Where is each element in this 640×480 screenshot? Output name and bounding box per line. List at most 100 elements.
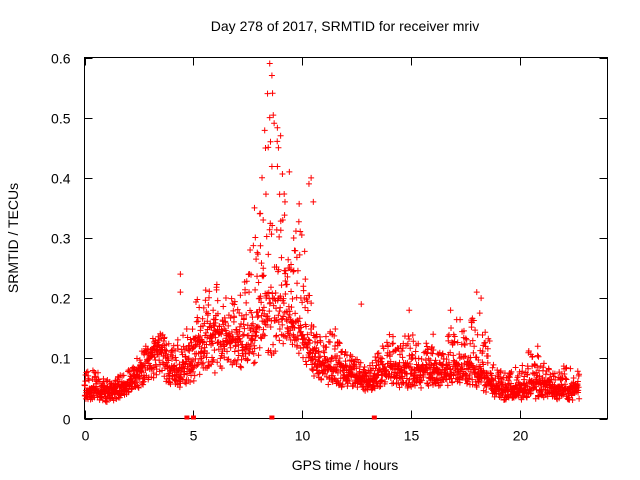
scatter-point bbox=[277, 304, 284, 311]
y-tick-label: 0.6 bbox=[51, 51, 71, 67]
scatter-point bbox=[353, 365, 360, 372]
scatter-point bbox=[332, 376, 339, 383]
scatter-point bbox=[263, 233, 270, 240]
scatter-point bbox=[535, 353, 542, 360]
scatter-point bbox=[262, 191, 269, 198]
scatter-point bbox=[178, 349, 185, 356]
scatter-point bbox=[387, 375, 394, 382]
scatter-point bbox=[479, 348, 486, 355]
scatter-point bbox=[534, 364, 541, 371]
scatter-point bbox=[259, 273, 266, 280]
scatter-point bbox=[367, 381, 374, 388]
scatter-point bbox=[327, 339, 334, 346]
scatter-point bbox=[389, 340, 396, 347]
scatter-point bbox=[269, 90, 276, 97]
scatter-point bbox=[459, 363, 466, 370]
scatter-point bbox=[293, 254, 300, 261]
scatter-point bbox=[272, 290, 279, 297]
scatter-point bbox=[103, 399, 110, 406]
scatter-point bbox=[162, 350, 169, 357]
scatter-point bbox=[304, 344, 311, 351]
scatter-point bbox=[211, 369, 218, 376]
scatter-point bbox=[277, 227, 284, 234]
scatter-point bbox=[267, 284, 274, 291]
scatter-point bbox=[147, 362, 154, 369]
scatter-point bbox=[519, 362, 526, 369]
scatter-point bbox=[460, 327, 467, 334]
scatter-point bbox=[310, 366, 317, 373]
scatter-point bbox=[461, 340, 468, 347]
scatter-point bbox=[260, 216, 267, 223]
scatter-point bbox=[379, 355, 386, 362]
scatter-point bbox=[308, 174, 315, 181]
scatter-point bbox=[187, 336, 194, 343]
scatter-point bbox=[253, 256, 260, 263]
scatter-point bbox=[515, 372, 522, 379]
scatter-point bbox=[188, 339, 195, 346]
scatter-point bbox=[469, 362, 476, 369]
scatter-point bbox=[199, 323, 206, 330]
scatter-point bbox=[138, 368, 145, 375]
scatter-point bbox=[482, 339, 489, 346]
scatter-point bbox=[267, 299, 274, 306]
scatter-point bbox=[85, 372, 92, 379]
scatter-point bbox=[456, 355, 463, 362]
scatter-point bbox=[203, 354, 210, 361]
scatter-point bbox=[241, 346, 248, 353]
scatter-point bbox=[445, 337, 452, 344]
scatter-point bbox=[279, 171, 286, 178]
scatter-point bbox=[218, 365, 225, 372]
scatter-point bbox=[447, 365, 454, 372]
scatter-point bbox=[172, 354, 179, 361]
scatter-point bbox=[346, 377, 353, 384]
scatter-point bbox=[221, 354, 228, 361]
scatter-point bbox=[385, 342, 392, 349]
scatter-point bbox=[261, 332, 268, 339]
scatter-point bbox=[540, 364, 547, 371]
scatter-point bbox=[464, 378, 471, 385]
scatter-point bbox=[94, 369, 101, 376]
scatter-point bbox=[186, 342, 193, 349]
scatter-point bbox=[484, 345, 491, 352]
scatter-point bbox=[165, 340, 172, 347]
scatter-point bbox=[260, 326, 267, 333]
scatter-point bbox=[299, 299, 306, 306]
scatter-point bbox=[269, 290, 276, 297]
scatter-point bbox=[358, 301, 365, 308]
scatter-point bbox=[213, 286, 220, 293]
scatter-point bbox=[276, 337, 283, 344]
scatter-point bbox=[198, 361, 205, 368]
scatter-point bbox=[576, 371, 583, 378]
scatter-point bbox=[267, 138, 274, 145]
scatter-point bbox=[290, 268, 297, 275]
scatter-point bbox=[284, 273, 291, 280]
x-tick-label: 5 bbox=[190, 428, 198, 444]
scatter-point bbox=[120, 372, 127, 379]
scatter-point bbox=[193, 363, 200, 370]
scatter-point bbox=[250, 242, 257, 249]
scatter-point bbox=[254, 273, 261, 280]
scatter-point bbox=[180, 332, 187, 339]
scatter-point bbox=[220, 303, 227, 310]
scatter-point bbox=[135, 384, 142, 391]
scatter-point bbox=[280, 340, 287, 347]
scatter-point bbox=[435, 382, 442, 389]
scatter-point bbox=[534, 343, 541, 350]
scatter-point bbox=[463, 336, 470, 343]
scatter-point bbox=[231, 357, 238, 364]
scatter-point bbox=[306, 340, 313, 347]
scatter-point bbox=[448, 325, 455, 332]
scatter-point bbox=[184, 371, 191, 378]
scatter-point bbox=[254, 251, 261, 258]
scatter-point bbox=[449, 379, 456, 386]
scatter-point bbox=[258, 260, 265, 267]
scatter-point bbox=[534, 352, 541, 359]
scatter-point bbox=[247, 247, 254, 254]
scatter-point bbox=[169, 356, 176, 363]
scatter-point bbox=[321, 370, 328, 377]
scatter-point bbox=[100, 375, 107, 382]
scatter-point bbox=[136, 357, 143, 364]
scatter-point bbox=[446, 361, 453, 368]
scatter-point bbox=[288, 261, 295, 268]
scatter-point bbox=[562, 375, 569, 382]
